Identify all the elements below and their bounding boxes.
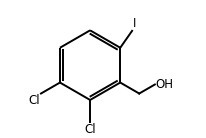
Text: I: I [133, 17, 136, 30]
Text: OH: OH [156, 78, 173, 91]
Text: Cl: Cl [84, 123, 96, 136]
Text: Cl: Cl [29, 94, 40, 107]
